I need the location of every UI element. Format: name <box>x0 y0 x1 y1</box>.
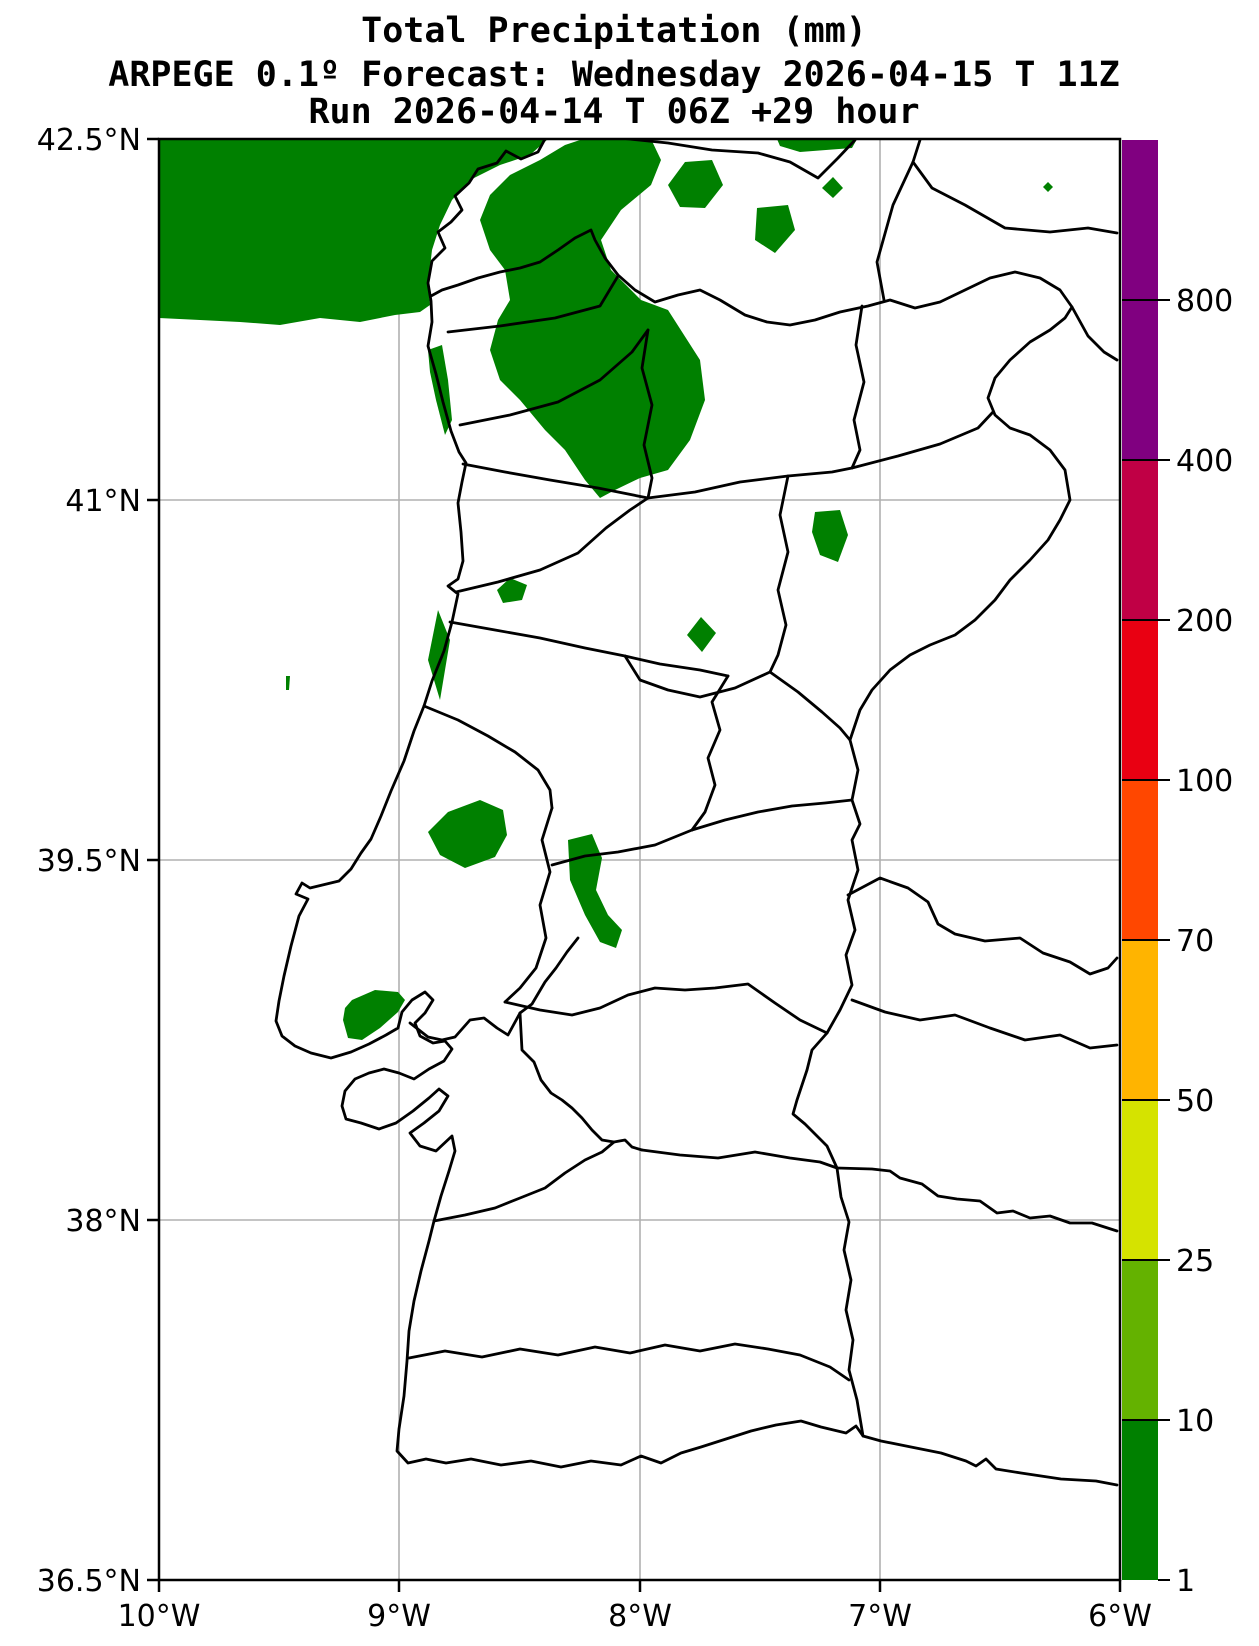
precip-area-vila-real-south <box>812 510 848 562</box>
figure-subtitle-run: Run 2026-04-14 T 06Z +29 hour <box>308 92 919 132</box>
precip-area-spain-dot <box>1043 182 1053 192</box>
y-tick-38n: 38°N <box>65 1204 141 1239</box>
colorbar-seg-50-70 <box>1122 940 1158 1100</box>
x-tick-6w: 6°W <box>1088 1599 1152 1634</box>
precip-area-viseu-small <box>497 578 527 603</box>
colorbar: 800 400 200 100 70 50 25 10 1 <box>1122 140 1233 1599</box>
precip-area-setubal <box>343 990 405 1040</box>
precip-area-top-strip <box>777 139 857 152</box>
precip-area-santarem-elongated <box>568 834 622 948</box>
colorbar-tick-800: 800 <box>1176 284 1233 319</box>
colorbar-tick-50: 50 <box>1176 1084 1214 1119</box>
boundary-lines-layer <box>274 139 1119 1487</box>
portugal-spain-border <box>429 228 1074 1438</box>
colorbar-dividers <box>1122 299 1170 1581</box>
colorbar-tick-10: 10 <box>1176 1404 1214 1439</box>
precip-area-tras-os-montes-b <box>755 205 795 253</box>
precip-area-guarda-diamond <box>687 617 716 652</box>
y-tick-39-5n: 39.5°N <box>37 844 141 879</box>
colorbar-tick-400: 400 <box>1176 444 1233 479</box>
colorbar-seg-70-100 <box>1122 780 1158 940</box>
precip-area-minho-douro <box>480 139 705 498</box>
colorbar-seg-over-800 <box>1122 140 1158 300</box>
x-tick-8w: 8°W <box>608 1599 672 1634</box>
colorbar-tick-100: 100 <box>1176 764 1233 799</box>
y-tick-42-5n: 42.5°N <box>37 123 141 158</box>
x-tick-9w: 9°W <box>367 1599 431 1634</box>
precip-area-braganca-diamond <box>822 177 843 198</box>
precipitation-shading-layer <box>159 139 1053 1040</box>
axis-ticks <box>147 137 1122 1592</box>
colorbar-seg-100-200 <box>1122 620 1158 780</box>
figure-title: Total Precipitation (mm) <box>361 11 867 51</box>
x-tick-7w: 7°W <box>848 1599 912 1634</box>
district-boundaries <box>407 274 995 1382</box>
colorbar-seg-1-10 <box>1122 1420 1158 1580</box>
y-tick-36-5n: 36.5°N <box>37 1564 141 1599</box>
spain-province-boundaries <box>619 139 1119 1233</box>
colorbar-tick-25: 25 <box>1176 1244 1214 1279</box>
colorbar-tick-70: 70 <box>1176 924 1214 959</box>
precip-area-tras-os-montes-a <box>668 160 723 208</box>
precip-area-leiria-tomar <box>428 800 507 868</box>
precip-area-coast-speck <box>286 676 290 690</box>
precip-area-atlantic-northwest <box>159 139 548 325</box>
figure-subtitle-forecast: ARPEGE 0.1º Forecast: Wednesday 2026-04-… <box>108 55 1119 95</box>
x-tick-10w: 10°W <box>118 1599 201 1634</box>
y-tick-41n: 41°N <box>65 484 141 519</box>
colorbar-tick-200: 200 <box>1176 604 1233 639</box>
colorbar-seg-200-400 <box>1122 460 1158 620</box>
colorbar-seg-400-800 <box>1122 300 1158 460</box>
colorbar-tick-1: 1 <box>1176 1564 1195 1599</box>
colorbar-seg-25-50 <box>1122 1100 1158 1260</box>
colorbar-seg-10-25 <box>1122 1260 1158 1420</box>
coastline <box>274 139 1119 1487</box>
